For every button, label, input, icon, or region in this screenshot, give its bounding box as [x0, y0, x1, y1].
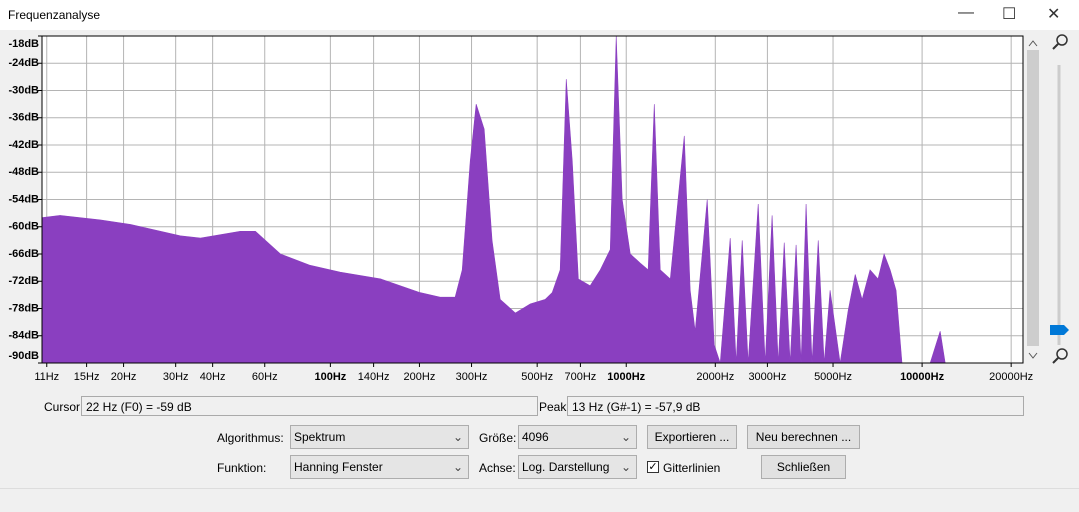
x-tick-label: 500Hz [521, 371, 553, 383]
x-tick-label: 20000Hz [989, 371, 1033, 383]
axis-label: Achse: [479, 461, 516, 475]
algorithm-label: Algorithmus: [217, 431, 284, 445]
function-value: Hanning Fenster [294, 460, 383, 474]
y-tick-label: -42dB [8, 139, 39, 151]
x-tick-label: 60Hz [252, 371, 278, 383]
status-divider [0, 488, 1079, 489]
size-value: 4096 [522, 430, 549, 444]
x-tick-label: 300Hz [456, 371, 488, 383]
peak-label: Peak: [539, 400, 570, 414]
y-tick-label: -90dB [8, 350, 39, 362]
scroll-up [1028, 40, 1038, 47]
x-tick-label: 20Hz [111, 371, 137, 383]
scrollbar-thumb [1027, 50, 1039, 346]
minimize-button[interactable]: — [958, 4, 974, 21]
recompute-button[interactable]: Neu berechnen ... [747, 425, 860, 449]
y-tick-label: -54dB [8, 193, 39, 205]
x-tick-label: 10000Hz [900, 371, 945, 383]
size-select[interactable]: 4096 ⌄ [518, 425, 637, 449]
scroll-down [1028, 352, 1038, 359]
x-tick-label: 11Hz [34, 371, 59, 383]
x-tick-label: 100Hz [314, 371, 346, 383]
axis-select[interactable]: Log. Darstellung ⌄ [518, 455, 637, 479]
y-tick-label: -72dB [8, 275, 39, 287]
function-label: Funktion: [217, 461, 267, 475]
cursor-value: 22 Hz (F0) = -59 dB [81, 396, 538, 416]
y-tick-label: -24dB [8, 57, 39, 69]
y-tick-label: -30dB [8, 84, 39, 96]
x-tick-label: 700Hz [565, 371, 597, 383]
close-window-button[interactable]: ✕ [1047, 6, 1061, 23]
x-tick-label: 40Hz [200, 371, 226, 383]
zoom-in-icon [1056, 34, 1068, 46]
y-tick-label: -60dB [8, 221, 39, 233]
x-tick-label: 140Hz [358, 371, 390, 383]
x-tick-label: 2000Hz [696, 371, 734, 383]
spectrum-area [41, 35, 1023, 364]
function-select[interactable]: Hanning Fenster ⌄ [290, 455, 469, 479]
zoom-out-icon [1056, 348, 1068, 360]
maximize-button[interactable]: ☐ [1002, 6, 1017, 23]
export-button[interactable]: Exportieren ... [647, 425, 737, 449]
y-tick-label: -78dB [8, 302, 39, 314]
plot-border [41, 35, 1024, 364]
y-tick-label: -66dB [8, 248, 39, 260]
y-tick-label: -36dB [8, 112, 39, 124]
x-tick-label: 5000Hz [814, 371, 852, 383]
window-title: Frequenzanalyse [8, 8, 101, 22]
x-tick-label: 200Hz [404, 371, 436, 383]
y-tick-label: -84dB [8, 330, 39, 342]
algorithm-select[interactable]: Spektrum ⌄ [290, 425, 469, 449]
axis-value: Log. Darstellung [522, 460, 610, 474]
cursor-label: Cursor: [44, 400, 84, 414]
zoom-out-handle [1052, 357, 1059, 364]
x-tick-label: 1000Hz [607, 371, 645, 383]
y-tick-label: -18dB [8, 38, 39, 50]
size-label: Größe: [479, 431, 517, 445]
peak-value: 13 Hz (G#-1) = -57,9 dB [567, 396, 1024, 416]
x-tick-label: 3000Hz [748, 371, 786, 383]
close-button[interactable]: Schließen [761, 455, 846, 479]
zoom-thumb [1050, 325, 1069, 335]
y-tick-label: -48dB [8, 166, 39, 178]
x-tick-label: 30Hz [163, 371, 189, 383]
algorithm-value: Spektrum [294, 430, 346, 444]
zoom-in-handle [1052, 43, 1059, 50]
grid-checkbox[interactable]: ✓ [647, 461, 659, 473]
x-tick-label: 15Hz [74, 371, 100, 383]
title-bar: Frequenzanalyse — ☐ ✕ [0, 0, 1079, 30]
grid-label: Gitterlinien [663, 461, 721, 475]
